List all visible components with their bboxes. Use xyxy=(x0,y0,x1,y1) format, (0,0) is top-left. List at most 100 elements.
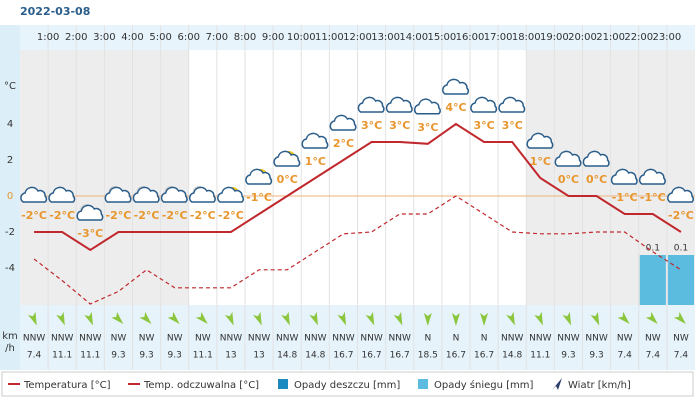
cloud-icon xyxy=(245,168,273,185)
x-tick-label: 10:00 xyxy=(287,32,316,43)
x-tick-label: 4:00 xyxy=(121,32,143,43)
temp-label: 0°C xyxy=(277,173,298,186)
wind-arrow xyxy=(673,311,686,324)
wind-arrow xyxy=(281,311,290,326)
weather-icon xyxy=(48,186,76,203)
legend-label: Temperatura [°C] xyxy=(23,380,111,391)
wind-direction: NNW xyxy=(276,334,298,344)
wind-speed: 7.4 xyxy=(618,351,633,361)
wind-arrow xyxy=(309,311,318,326)
weather-icon xyxy=(610,168,638,185)
temp-label: 0°C xyxy=(586,173,607,186)
cloud-icon xyxy=(610,168,638,185)
wind-speed: 7.4 xyxy=(27,351,42,361)
wind-arrow xyxy=(506,311,515,326)
wind-direction: NNW xyxy=(51,334,73,344)
weather-icon xyxy=(76,204,104,221)
cloud-icon xyxy=(273,150,301,167)
wind-direction: N xyxy=(481,334,488,344)
legend-label: Opady deszczu [mm] xyxy=(294,380,400,391)
x-tick-label: 17:00 xyxy=(484,32,513,43)
wind-direction: NW xyxy=(139,334,155,344)
temp-label: 3°C xyxy=(502,119,523,132)
wind-arrow xyxy=(167,311,180,324)
date: 2022-03-08 xyxy=(20,5,90,18)
wind-speed: 13 xyxy=(225,351,236,361)
x-tick-label: 2:00 xyxy=(65,32,87,43)
wind-arrow xyxy=(393,311,403,326)
cloud-icon xyxy=(638,168,666,185)
wind-arrow xyxy=(84,311,93,326)
weather-icon xyxy=(413,98,441,115)
wind-direction: NNW xyxy=(389,334,411,344)
wind-arrow xyxy=(337,311,347,326)
wind-speed: 9.3 xyxy=(139,351,153,361)
x-tick-label: 19:00 xyxy=(540,32,569,43)
x-tick-label: 13:00 xyxy=(371,32,400,43)
y-tick-label: 0 xyxy=(7,191,13,202)
wind-speed: 16.7 xyxy=(446,351,466,361)
weather-icon xyxy=(273,150,301,167)
wind-speed: 7.4 xyxy=(646,351,661,361)
cloud-icon xyxy=(20,186,48,203)
series-line xyxy=(34,122,682,252)
precip-bar xyxy=(639,255,666,305)
legend-swatch xyxy=(418,379,428,389)
wind-direction: N xyxy=(424,334,431,344)
wind-speed: 11.1 xyxy=(193,351,213,361)
wind-speed: 9.3 xyxy=(589,351,603,361)
wind-direction: NNW xyxy=(557,334,579,344)
cloud-icon xyxy=(413,98,441,115)
legend-box xyxy=(1,371,694,397)
wind-direction: NNW xyxy=(79,334,101,344)
wind-speed: 11.1 xyxy=(80,351,100,361)
cloud-icon xyxy=(301,132,329,149)
weather-icon xyxy=(638,168,666,185)
temp-label: -3°C xyxy=(77,227,103,240)
weather-icon xyxy=(442,78,469,95)
wind-arrow xyxy=(451,313,460,326)
left-axis-bg xyxy=(0,25,20,370)
x-tick-label: 9:00 xyxy=(262,32,284,43)
temp-label: 4°C xyxy=(445,101,466,114)
wind-arrow xyxy=(139,311,152,324)
wind-arrow xyxy=(534,311,543,326)
temp-label: 3°C xyxy=(361,119,382,132)
weather-icon xyxy=(667,186,694,203)
x-tick-label: 18:00 xyxy=(512,32,541,43)
wind-arrow xyxy=(645,311,658,324)
wind-direction: NNW xyxy=(585,334,607,344)
weather-icon xyxy=(245,168,273,185)
weather-icon xyxy=(160,186,188,203)
temp-label: -2°C xyxy=(162,209,188,222)
weather-icon xyxy=(554,150,582,167)
cloud-icon xyxy=(385,96,413,113)
wind-direction: NW xyxy=(645,334,661,344)
wind-unit: km/h xyxy=(2,331,18,354)
temp-label: 1°C xyxy=(305,155,326,168)
wind-speed: 16.7 xyxy=(333,351,353,361)
wind-direction: NNW xyxy=(304,334,326,344)
wind-direction: NNW xyxy=(248,334,270,344)
cloud-icon xyxy=(104,186,132,203)
temp-label: -2°C xyxy=(21,209,47,222)
cloud-icon xyxy=(188,186,216,203)
x-tick-label: 21:00 xyxy=(596,32,625,43)
weather-icon xyxy=(301,132,329,149)
wind-speed: 16.7 xyxy=(390,351,410,361)
cloud-icon xyxy=(554,150,582,167)
weather-icon xyxy=(385,96,413,113)
cloud-icon xyxy=(498,96,526,113)
temp-label: 1°C xyxy=(530,155,551,168)
legend-swatch xyxy=(278,379,288,389)
y-tick-label: 4 xyxy=(7,119,13,130)
y-tick-label: -4 xyxy=(5,263,15,274)
wind-speed: 18.5 xyxy=(418,351,438,361)
temp-label: -1°C xyxy=(612,191,638,204)
x-tick-label: 23:00 xyxy=(652,32,681,43)
x-tick-label: 8:00 xyxy=(234,32,256,43)
temp-label: -2°C xyxy=(106,209,132,222)
cloud-icon xyxy=(76,204,104,221)
weather-icon xyxy=(132,186,160,203)
